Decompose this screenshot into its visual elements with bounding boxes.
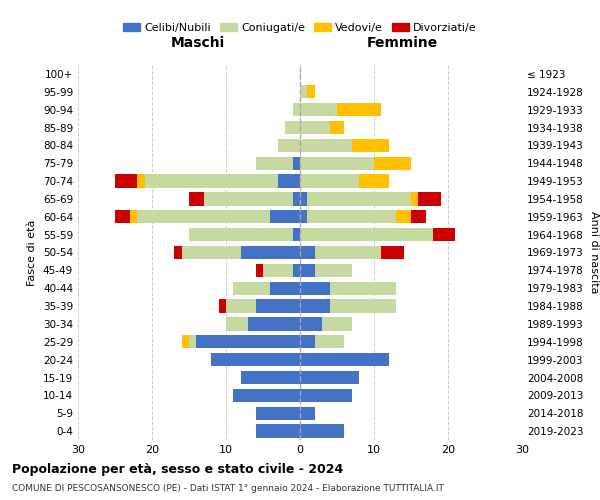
Bar (145, 174, 278, 188)
Bar (256, 300, 300, 313)
Bar (433, 228, 455, 241)
Bar (233, 282, 271, 295)
Text: COMUNE DI PESCOSANSONESCO (PE) - Dati ISTAT 1° gennaio 2024 - Elaborazione TUTTI: COMUNE DI PESCOSANSONESCO (PE) - Dati IS… (12, 484, 444, 493)
Bar (256, 264, 263, 277)
Bar (196, 335, 300, 348)
Bar (300, 264, 315, 277)
Bar (233, 388, 300, 402)
Bar (396, 210, 411, 224)
Bar (130, 210, 137, 224)
Bar (241, 371, 300, 384)
Bar (226, 300, 256, 313)
Bar (293, 103, 300, 117)
Bar (300, 246, 315, 259)
Bar (300, 317, 322, 330)
Bar (189, 192, 204, 205)
Bar (322, 317, 352, 330)
Bar (300, 424, 344, 438)
Bar (115, 210, 130, 224)
Bar (174, 246, 182, 259)
Bar (315, 335, 344, 348)
Bar (382, 246, 404, 259)
Bar (411, 210, 426, 224)
Y-axis label: Fasce di età: Fasce di età (28, 220, 37, 286)
Bar (374, 156, 411, 170)
Bar (329, 121, 344, 134)
Bar (300, 228, 433, 241)
Bar (411, 192, 418, 205)
Bar (300, 388, 352, 402)
Bar (352, 138, 389, 152)
Bar (300, 210, 307, 224)
Bar (278, 174, 300, 188)
Bar (300, 174, 359, 188)
Bar (256, 424, 300, 438)
Bar (256, 406, 300, 420)
Text: Popolazione per età, sesso e stato civile - 2024: Popolazione per età, sesso e stato civil… (12, 462, 343, 475)
Bar (300, 353, 389, 366)
Bar (359, 174, 389, 188)
Bar (329, 300, 396, 313)
Bar (278, 138, 300, 152)
Bar (307, 85, 315, 98)
Bar (300, 192, 307, 205)
Bar (271, 210, 300, 224)
Bar (182, 246, 241, 259)
Text: Maschi: Maschi (171, 36, 225, 50)
Bar (189, 335, 196, 348)
Bar (329, 282, 396, 295)
Bar (418, 192, 440, 205)
Bar (300, 85, 307, 98)
Bar (315, 246, 382, 259)
Bar (293, 264, 300, 277)
Bar (300, 103, 337, 117)
Bar (182, 335, 189, 348)
Bar (271, 282, 300, 295)
Y-axis label: Anni di nascita: Anni di nascita (589, 211, 599, 294)
Bar (218, 300, 226, 313)
Bar (263, 264, 293, 277)
Text: Femmine: Femmine (367, 36, 438, 50)
Bar (248, 317, 300, 330)
Bar (307, 210, 396, 224)
Bar (300, 121, 329, 134)
Bar (300, 138, 352, 152)
Legend: Celibi/Nubili, Coniugati/e, Vedovi/e, Divorziati/e: Celibi/Nubili, Coniugati/e, Vedovi/e, Di… (119, 18, 481, 37)
Bar (137, 210, 271, 224)
Bar (293, 192, 300, 205)
Bar (137, 174, 145, 188)
Bar (300, 282, 329, 295)
Bar (256, 156, 293, 170)
Bar (300, 300, 329, 313)
Bar (300, 371, 359, 384)
Bar (285, 121, 300, 134)
Bar (226, 317, 248, 330)
Bar (293, 228, 300, 241)
Bar (204, 192, 293, 205)
Bar (300, 156, 374, 170)
Bar (300, 406, 315, 420)
Bar (300, 335, 315, 348)
Bar (211, 353, 300, 366)
Bar (307, 192, 411, 205)
Bar (337, 103, 382, 117)
Bar (241, 246, 300, 259)
Bar (115, 174, 137, 188)
Bar (293, 156, 300, 170)
Bar (189, 228, 293, 241)
Bar (315, 264, 352, 277)
